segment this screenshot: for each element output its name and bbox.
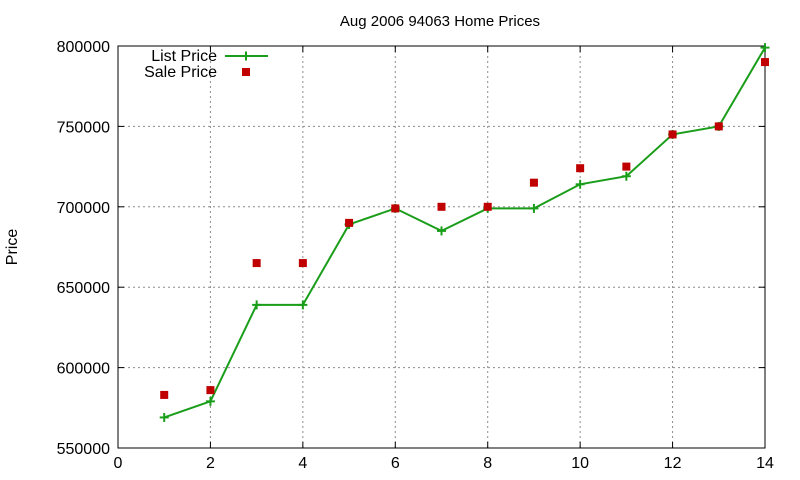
sale-price-point [160, 390, 169, 399]
list-price-point [205, 396, 215, 406]
sale-price-point [252, 259, 261, 268]
list-price-point [252, 300, 262, 310]
x-tick-label: 14 [756, 455, 774, 472]
sale-price-point [576, 164, 585, 173]
legend: List Price Sale Price [144, 48, 268, 81]
x-tick-label: 0 [114, 455, 123, 472]
chart-title: Aug 2006 94063 Home Prices [340, 13, 540, 30]
list-price-point [760, 43, 770, 53]
x-tick-label: 12 [664, 455, 682, 472]
list-price-line [163, 47, 766, 419]
list-price-point [159, 412, 169, 422]
sale-price-point [483, 202, 492, 211]
x-tick-label: 10 [571, 455, 589, 472]
x-tick-label: 2 [206, 455, 215, 472]
y-tick-label: 600000 [57, 361, 110, 378]
plot-frame [117, 45, 766, 449]
list-price-point [437, 226, 446, 236]
legend-sale-price-marker [242, 68, 250, 76]
list-price-point [529, 203, 539, 213]
x-tick-label: 6 [391, 455, 400, 472]
list-price-point [575, 179, 585, 189]
y-tick-label: 650000 [57, 280, 110, 297]
series-list-price [159, 43, 770, 422]
list-price-point [621, 171, 631, 181]
sale-price-point [298, 259, 307, 268]
grid-lines [118, 46, 765, 448]
y-tick-label: 750000 [57, 119, 110, 136]
sale-price-point [668, 130, 677, 139]
axis-ticks: 0 2 4 6 8 10 12 14 550000 600000 650000 700000 75000… [57, 39, 774, 472]
y-tick-label: 800000 [57, 39, 110, 56]
legend-list-price-marker [241, 51, 251, 61]
sale-price-point [622, 162, 631, 171]
list-price-point [298, 300, 308, 310]
sale-price-point [714, 122, 723, 131]
sale-price-point [761, 58, 769, 67]
y-tick-label: 700000 [57, 200, 110, 217]
data-series [159, 43, 770, 422]
x-tick-label: 4 [298, 455, 307, 472]
sale-price-point [345, 218, 354, 227]
sale-price-point [206, 386, 215, 395]
y-axis-label: Price [4, 229, 21, 266]
legend-sale-price-label: Sale Price [144, 64, 217, 81]
sale-price-point [437, 202, 446, 211]
x-tick-label: 8 [483, 455, 492, 472]
series-sale-price [160, 58, 769, 399]
y-tick-label: 550000 [57, 441, 110, 458]
sale-price-point [391, 204, 400, 213]
legend-list-price-label: List Price [151, 48, 217, 65]
sale-price-point [529, 178, 538, 187]
